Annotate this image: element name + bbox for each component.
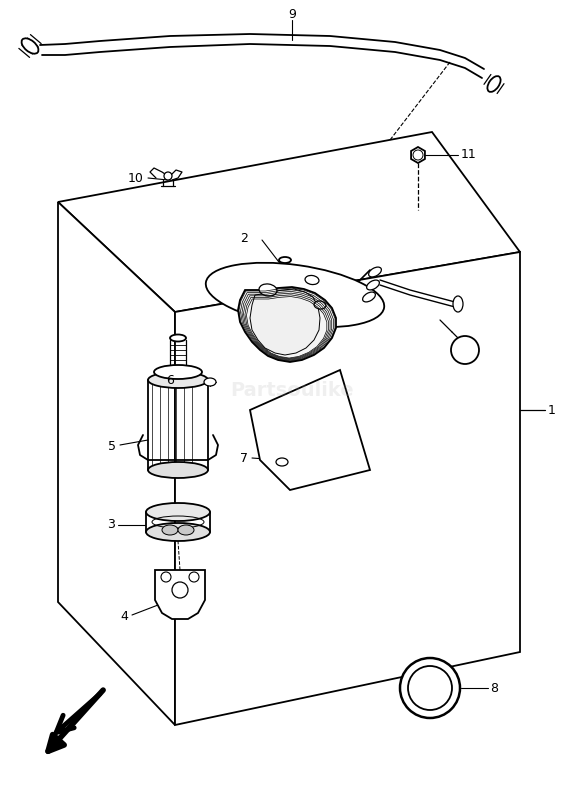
- Ellipse shape: [488, 76, 500, 92]
- Text: 1: 1: [548, 403, 556, 417]
- Text: 5: 5: [108, 441, 116, 454]
- Circle shape: [161, 572, 171, 582]
- Ellipse shape: [148, 372, 208, 388]
- Ellipse shape: [259, 284, 277, 296]
- Circle shape: [451, 336, 479, 364]
- Ellipse shape: [146, 503, 210, 521]
- Circle shape: [172, 582, 188, 598]
- Text: 8: 8: [490, 682, 498, 694]
- Circle shape: [164, 172, 172, 180]
- Ellipse shape: [367, 280, 380, 290]
- Ellipse shape: [170, 334, 186, 342]
- Polygon shape: [58, 202, 175, 725]
- Polygon shape: [155, 570, 205, 619]
- Polygon shape: [411, 147, 425, 163]
- Circle shape: [408, 666, 452, 710]
- Ellipse shape: [204, 378, 216, 386]
- Text: Partsoulike: Partsoulike: [230, 381, 354, 399]
- Ellipse shape: [369, 267, 381, 277]
- Text: 3: 3: [107, 518, 115, 531]
- Ellipse shape: [22, 38, 39, 54]
- Text: 11: 11: [461, 149, 477, 162]
- Ellipse shape: [314, 301, 326, 309]
- Text: 6: 6: [166, 374, 174, 386]
- Text: 9: 9: [288, 7, 296, 21]
- Text: 7: 7: [240, 451, 248, 465]
- Polygon shape: [238, 287, 336, 362]
- Ellipse shape: [206, 262, 384, 327]
- Text: 10: 10: [128, 171, 144, 185]
- Ellipse shape: [276, 458, 288, 466]
- Ellipse shape: [154, 365, 202, 379]
- Polygon shape: [175, 252, 520, 725]
- Ellipse shape: [162, 525, 178, 535]
- Ellipse shape: [146, 523, 210, 541]
- Polygon shape: [250, 289, 320, 355]
- Ellipse shape: [148, 462, 208, 478]
- Ellipse shape: [305, 275, 319, 285]
- Ellipse shape: [453, 296, 463, 312]
- Polygon shape: [250, 370, 370, 490]
- Text: 4: 4: [120, 610, 128, 623]
- Ellipse shape: [178, 525, 194, 535]
- Polygon shape: [58, 132, 520, 312]
- Text: 2: 2: [240, 231, 248, 245]
- Ellipse shape: [363, 292, 376, 302]
- Ellipse shape: [279, 257, 291, 263]
- Circle shape: [189, 572, 199, 582]
- Circle shape: [400, 658, 460, 718]
